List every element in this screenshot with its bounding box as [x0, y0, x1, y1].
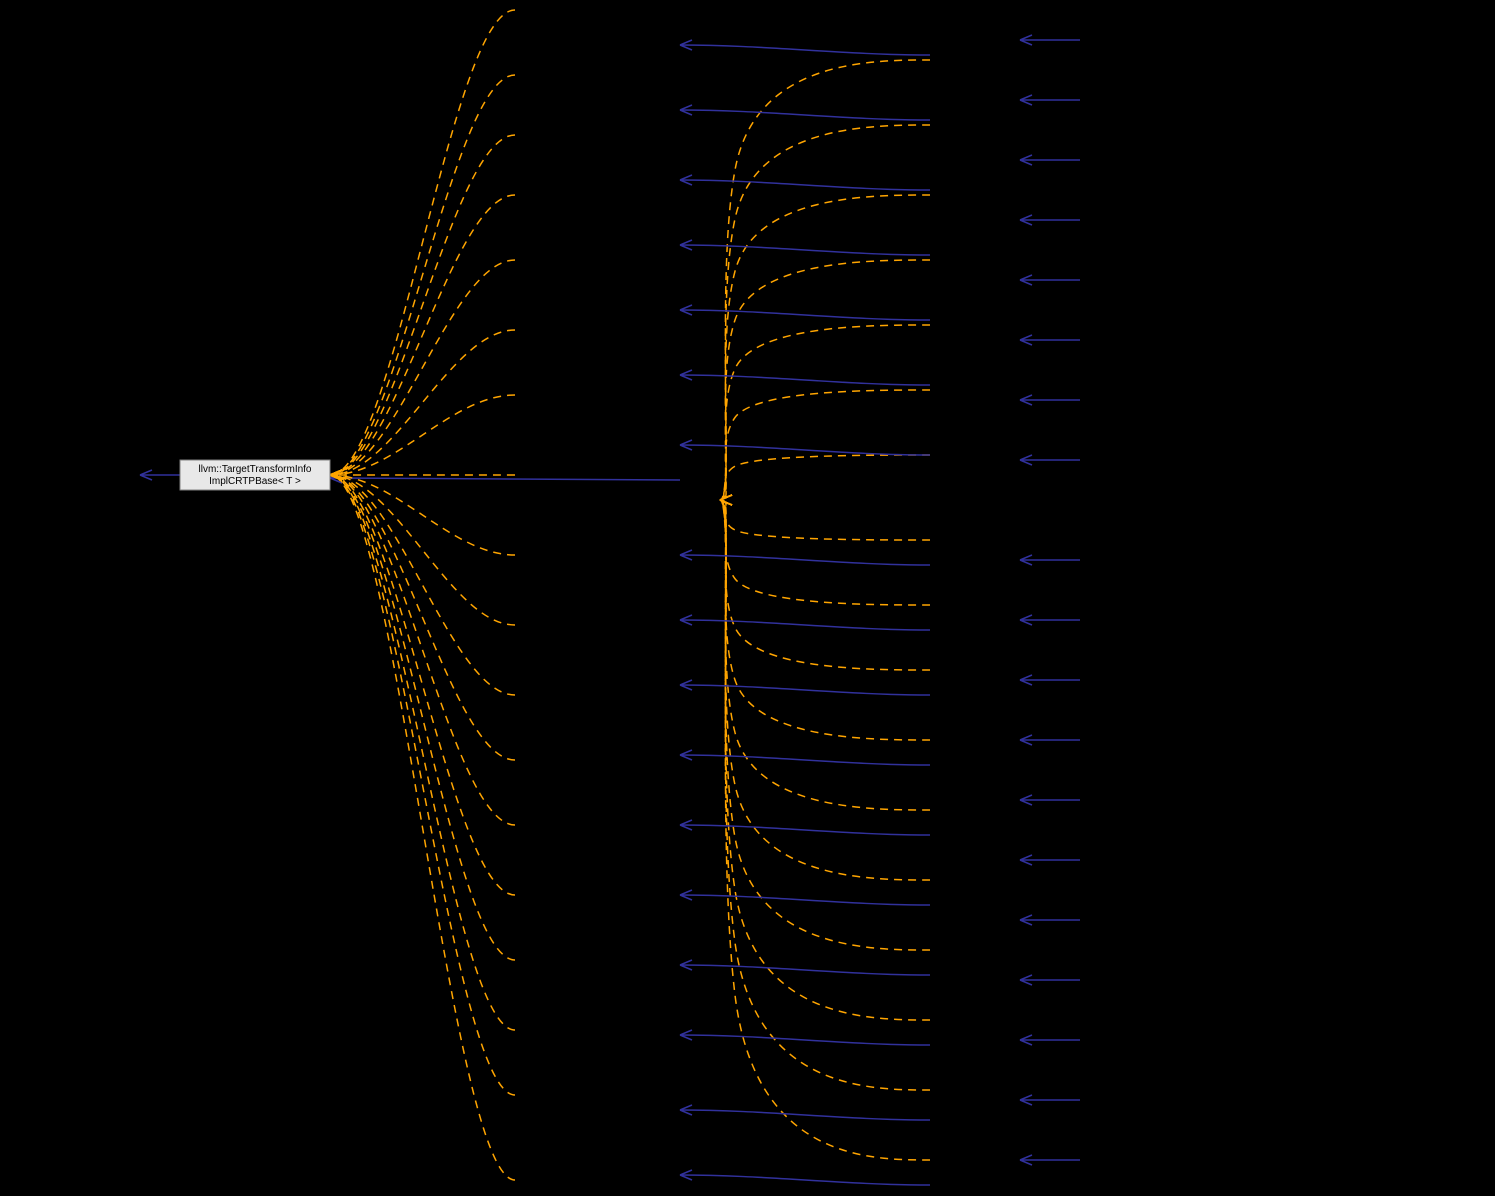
node-title-line2: ImplCRTPBase< T > — [209, 476, 301, 487]
node-title-line1: llvm::TargetTransformInfo — [199, 464, 312, 475]
